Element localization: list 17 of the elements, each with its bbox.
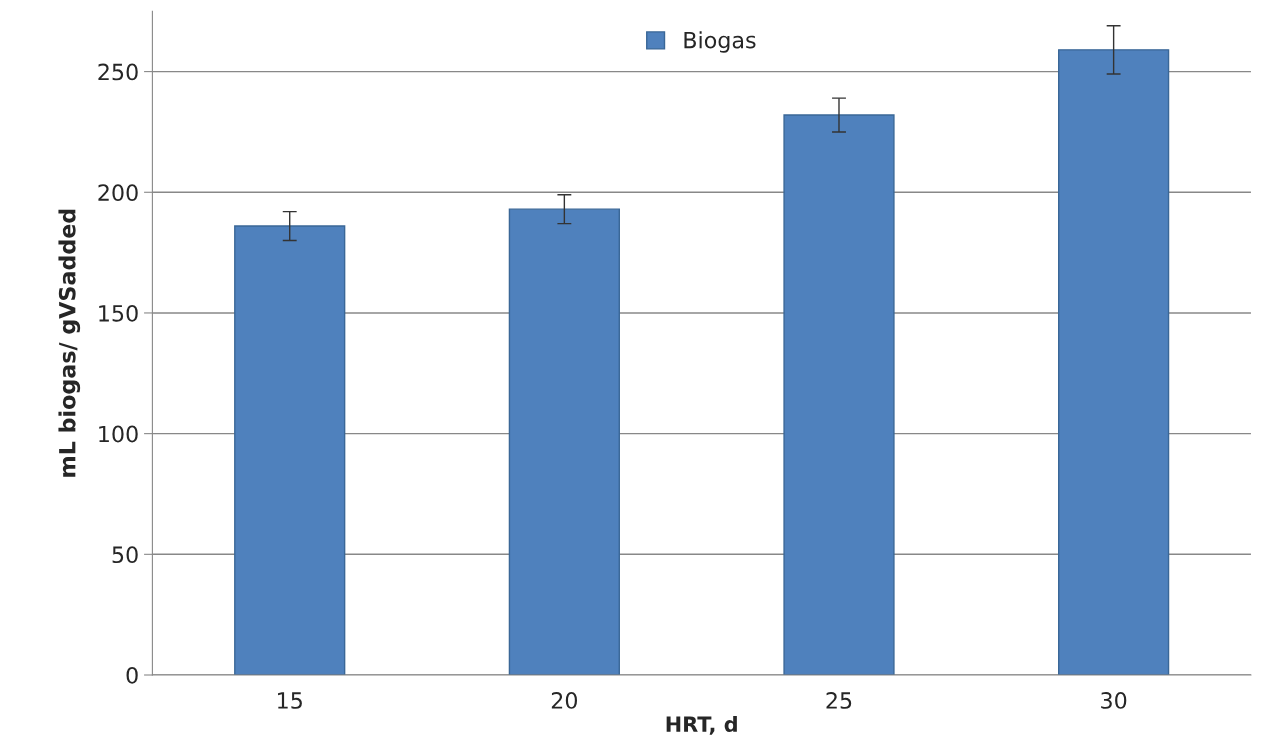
x-axis-title: HRT, d bbox=[666, 715, 737, 735]
x-tick-label: 15 bbox=[278, 692, 302, 709]
y-tick-label: 200 bbox=[98, 184, 138, 202]
y-tick-label: 0 bbox=[126, 666, 138, 684]
legend-label: Biogas bbox=[684, 31, 756, 53]
x-tick-label: 25 bbox=[826, 692, 852, 709]
bar bbox=[508, 208, 620, 675]
y-tick-label: 250 bbox=[98, 63, 138, 81]
bar bbox=[1058, 49, 1170, 675]
bar bbox=[783, 114, 895, 675]
x-tick-label: 30 bbox=[1101, 692, 1127, 709]
y-tick-label: 100 bbox=[99, 425, 138, 443]
y-tick-label: 150 bbox=[99, 304, 138, 322]
y-axis-title: mL biogas/ gVSadded bbox=[58, 209, 81, 477]
x-tick-label: 20 bbox=[551, 692, 578, 709]
y-tick-label: 50 bbox=[112, 546, 138, 564]
bar bbox=[234, 225, 346, 675]
